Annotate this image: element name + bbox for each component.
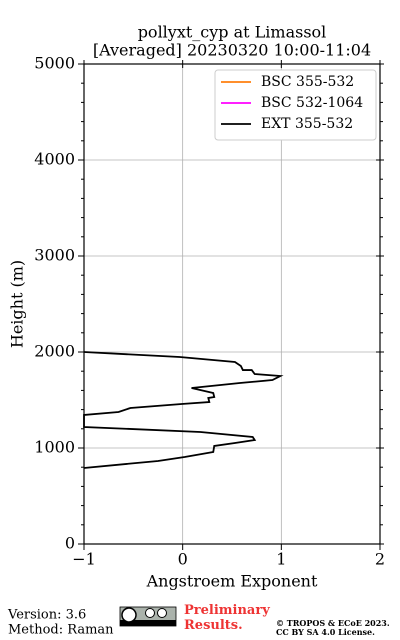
plot-frame <box>83 63 381 545</box>
x-axis-label: Angstroem Exponent <box>146 572 318 591</box>
version: Version: 3.6 <box>7 608 86 623</box>
y-tick-label: 4000 <box>34 150 75 169</box>
legend-box <box>214 69 377 141</box>
legend-label: EXT 355-532 <box>261 116 353 132</box>
x-tick-label: 0 <box>178 550 188 569</box>
x-tick-label: 2 <box>375 550 385 569</box>
legend-label: BSC 532-1064 <box>261 95 363 111</box>
x-tick-label: 1 <box>276 550 286 569</box>
y-axis-label: Height (m) <box>8 260 27 348</box>
method: Method: Raman <box>8 623 114 638</box>
x-tick-label: −1 <box>72 550 96 569</box>
chart-title: pollyxt_cyp at Limassol <box>138 23 327 42</box>
y-tick-label: 1000 <box>34 438 75 457</box>
cc-logo <box>119 606 177 627</box>
footer: Version: 3.6 Method: Raman Preliminary Re… <box>7 603 390 638</box>
copyright: © TROPOS & ECoE 2023. <box>276 618 390 628</box>
y-tick-label: 5000 <box>34 54 75 73</box>
legend-label: BSC 355-532 <box>261 74 354 90</box>
preliminary-notice: Preliminary Results. <box>184 603 270 633</box>
chart-subtitle: [Averaged] 20230320 10:00-11:04 <box>93 41 371 60</box>
notice-word: Results. <box>184 618 243 633</box>
license: CC BY SA 4.0 License. <box>276 627 375 637</box>
y-tick-label: 3000 <box>34 246 75 265</box>
y-tick-label: 2000 <box>34 342 75 361</box>
notice-word: Preliminary <box>184 603 270 618</box>
data-line <box>83 351 284 469</box>
y-tick-label: 0 <box>65 534 75 553</box>
